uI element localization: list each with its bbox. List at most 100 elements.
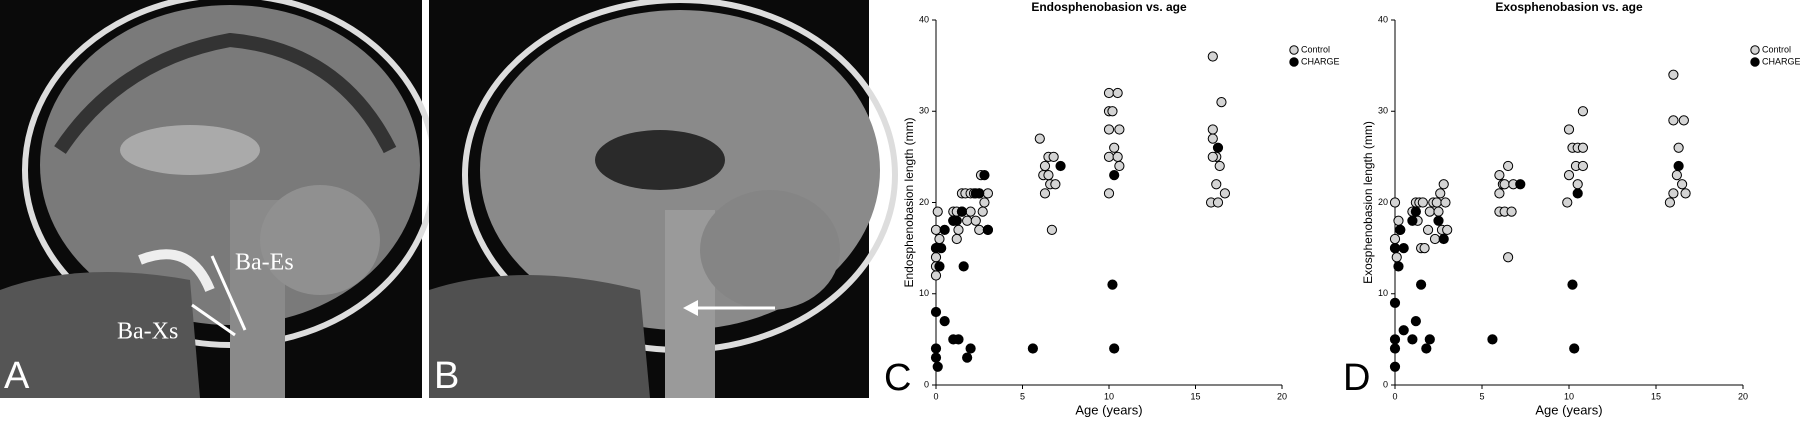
scatter-point [1577,160,1589,172]
scatter-point [1668,69,1679,80]
scatter-point [1433,206,1444,217]
scatter-point [1107,106,1118,117]
x-tick-label: 15 [1190,391,1200,401]
scatter-point [1503,160,1514,172]
scatter-point [932,361,943,372]
scatter-point [930,270,942,281]
scatter-point [1112,151,1123,162]
scatter-point [1562,197,1573,208]
scatter-point [982,188,994,199]
scatter-point [962,215,973,226]
scatter-point [1389,233,1401,245]
scatter-point [1039,160,1051,172]
scatter-point [930,306,942,318]
y-tick-label: 30 [1378,106,1388,116]
scatter-point [1673,160,1684,172]
y-tick-label: 10 [919,288,929,298]
scatter-point [1438,179,1449,190]
scatter-point [1207,133,1218,144]
legend-marker [1750,45,1760,55]
panel-letter: B [434,355,459,397]
scatter-point [1389,197,1401,208]
scatter-point [930,352,942,363]
scatter-point [1109,343,1120,354]
scatter-point [1435,188,1446,199]
scatter-point [979,170,990,181]
scatter-point [1389,243,1401,254]
scatter-point [1572,179,1583,190]
scatter-point [1680,188,1691,199]
scatter-point [1416,279,1427,290]
scatter-point [1421,343,1432,354]
scatter-point [1389,361,1401,372]
scatter-point [932,206,943,217]
scatter-point [1393,261,1404,272]
scatter-point [1103,188,1115,199]
x-tick-label: 10 [1564,391,1574,401]
scatter-point [1043,170,1054,181]
y-tick-label: 10 [1378,288,1388,298]
mri-panel-b: B [429,0,898,398]
scatter-point [1395,224,1406,235]
legend-marker [1750,57,1760,67]
x-tick-label: 20 [1738,391,1748,401]
scatter-point [965,206,976,217]
scatter-point [1487,334,1498,345]
scatter-point [1503,252,1514,263]
scatter-point [1577,106,1589,117]
scatter-point [1494,170,1505,181]
scatter-point [1398,243,1409,254]
scatter-point [1424,334,1435,345]
y-tick-label: 40 [919,14,929,24]
scatter-point [936,243,947,254]
y-tick-label: 30 [919,106,929,116]
y-tick-label: 20 [919,197,929,207]
scatter-point [1389,334,1401,345]
scatter-point [1398,325,1409,336]
scatter-point [1678,115,1689,126]
scatter-point [1668,188,1679,199]
scatter-point [930,252,942,263]
mri-panel-a: Ba-Es Ba-Xs A [0,0,438,398]
scatter-point [1569,343,1580,354]
scatter-point [974,188,985,199]
legend-label: CHARGE [1301,56,1340,66]
scatter-point [1207,151,1218,162]
y-axis-label: Endosphenobasion length (mm) [902,117,916,287]
panel-letter: A [4,355,30,397]
scatter-point [1440,197,1451,208]
scatter-point [939,224,950,235]
legend-label: Control [1301,44,1330,54]
x-tick-label: 0 [1392,391,1397,401]
scatter-point [1114,160,1125,172]
scatter-point [1671,170,1682,181]
scatter-point [1055,160,1066,172]
scatter-point [1431,197,1442,208]
x-tick-label: 5 [1020,391,1025,401]
scatter-point [934,233,945,245]
chart-title: Exosphenobasion vs. age [1495,0,1643,14]
scatter-point [1407,334,1418,345]
panel-letter: D [1343,357,1370,399]
chart-title: Endosphenobasion vs. age [1031,0,1187,14]
scatter-point [1393,215,1404,226]
scatter-point [1211,179,1222,190]
scatter-point [962,352,973,363]
scatter-point [1109,142,1120,153]
scatter-point [1673,142,1684,153]
x-tick-label: 20 [1277,391,1287,401]
y-tick-label: 0 [1383,379,1388,389]
scatter-point [939,316,950,327]
legend-label: Control [1762,44,1791,54]
scatter-point [1039,188,1051,199]
y-axis-label: Exosphenobasion length (mm) [1361,121,1375,284]
scatter-point [934,261,945,272]
scatter-point [1212,197,1224,208]
scatter-point [1103,151,1115,162]
scatter-point [1048,151,1059,162]
scatter-point [965,343,976,354]
scatter-point [1668,115,1679,126]
scatter-point [1207,124,1218,135]
x-tick-label: 15 [1651,391,1661,401]
